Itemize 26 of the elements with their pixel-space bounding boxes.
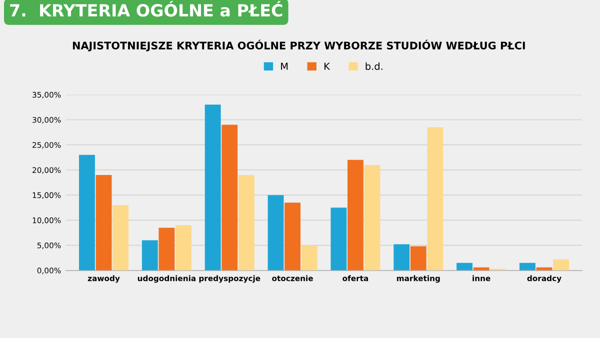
bar bbox=[175, 225, 192, 270]
bar bbox=[410, 246, 426, 270]
bar bbox=[394, 244, 410, 270]
bar bbox=[238, 174, 254, 270]
chart-subtitle: NAJISTOTNIEJSZE KRYTERIA OGÓLNE PRZY WYBORZE STUDIÓW WEDŁUG PŁCI bbox=[72, 40, 525, 52]
bar bbox=[519, 262, 536, 270]
bar bbox=[456, 262, 473, 270]
bar bbox=[330, 208, 347, 270]
bar bbox=[268, 195, 284, 270]
bar bbox=[301, 245, 318, 270]
legend-label: M bbox=[281, 62, 288, 70]
bar bbox=[204, 104, 221, 270]
bar bbox=[79, 154, 95, 270]
legend-label: b.d. bbox=[366, 62, 382, 70]
bar bbox=[112, 205, 129, 270]
bar bbox=[553, 259, 569, 270]
bar bbox=[222, 124, 238, 270]
bar bbox=[347, 160, 364, 270]
bar bbox=[364, 164, 380, 270]
bar bbox=[142, 240, 158, 270]
bar bbox=[96, 174, 112, 270]
legend-label: K bbox=[324, 62, 330, 70]
bar bbox=[284, 202, 301, 270]
bar bbox=[158, 228, 175, 270]
bar bbox=[427, 127, 444, 270]
chart-title: 7. KRYTERIA OGÓLNE a PŁEĆ bbox=[10, 1, 282, 17]
